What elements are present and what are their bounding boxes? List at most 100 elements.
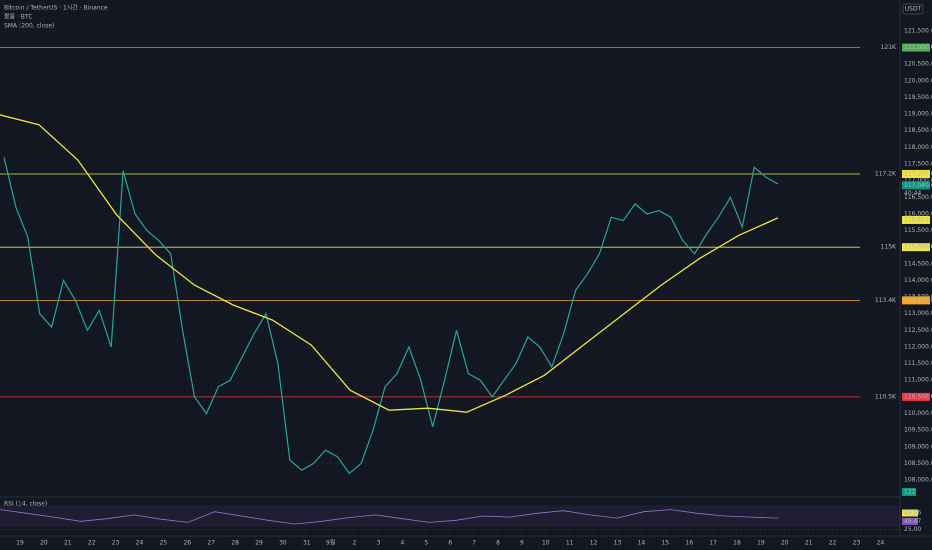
x-tick-label: 6 — [448, 540, 452, 547]
rsi-tag: 49.96 — [904, 510, 921, 517]
x-tick-label: 27 — [207, 540, 215, 547]
level-label: 117.2K — [875, 170, 897, 177]
x-tick-label: 9 — [520, 540, 524, 547]
level-label: 110.5K — [875, 393, 897, 400]
rsi-tag-bg — [902, 517, 918, 525]
price-tag: 115,817.72 — [904, 216, 932, 223]
x-tick-label: 31 — [303, 540, 311, 547]
series-line — [0, 509, 779, 525]
x-tick-label: 8 — [496, 540, 500, 547]
x-tick-label: 26 — [183, 540, 191, 547]
volume-label: 볼륨 · BTC — [4, 14, 32, 21]
level-label: 115K — [881, 244, 897, 251]
x-tick-label: 9월 — [326, 539, 335, 547]
x-tick-label: 4 — [400, 540, 404, 547]
x-tick-label: 23 — [112, 540, 120, 547]
level-tag: 117,200.00 — [904, 170, 932, 177]
rsi-band — [0, 505, 900, 527]
x-tick-label: 13 — [614, 540, 622, 547]
x-tick-label: 7 — [472, 540, 476, 547]
volume-tag: 122 — [904, 489, 916, 496]
y-tick-label: 108,000.00 — [904, 477, 932, 484]
rsi-tag: 45.47 — [904, 518, 921, 525]
x-tick-label: 20 — [781, 540, 789, 547]
y-tick-label: 121,500.00 — [904, 27, 932, 34]
price-tag-bg — [902, 215, 930, 224]
series-line — [3, 157, 779, 475]
price-tag-bg — [902, 181, 930, 190]
y-tick-label: 116,500.00 — [904, 194, 932, 201]
x-tick-label: 29 — [255, 540, 263, 547]
currency[interactable]: USDT — [905, 6, 922, 13]
y-tick-label: 118,000.00 — [904, 144, 932, 151]
x-tick-label: 2 — [353, 540, 357, 547]
x-tick-label: 22 — [829, 540, 837, 547]
y-tick-label: 113,000.00 — [904, 310, 932, 317]
y-tick-label: 112,500.00 — [904, 327, 932, 334]
level-tag-bg — [902, 43, 930, 52]
x-tick-label: 3 — [377, 540, 381, 547]
x-tick-label: 20 — [40, 540, 48, 547]
y-tick-label: 111,500.00 — [904, 360, 932, 367]
y-tick-label: 117,500.00 — [904, 161, 932, 168]
y-tick-label: 119,000.00 — [904, 111, 932, 118]
x-tick-label: 12 — [590, 540, 598, 547]
price-tag: 117,040.00 — [904, 182, 932, 189]
y-tick-label: 120,500.00 — [904, 61, 932, 68]
x-tick-label: 5 — [424, 540, 428, 547]
x-tick-label: 19 — [757, 540, 765, 547]
x-tick-label: 24 — [136, 540, 144, 547]
level-tag-bg — [902, 169, 930, 178]
series-line — [0, 114, 779, 413]
x-tick-label: 25 — [160, 540, 168, 547]
y-tick-label: 115,500.00 — [904, 227, 932, 234]
level-tag: 121,000.00 — [904, 44, 932, 51]
y-tick-label: 108,500.00 — [904, 460, 932, 467]
y-tick-label: 120,000.00 — [904, 77, 932, 84]
countdown: 40:44 — [904, 190, 921, 197]
x-tick-label: 17 — [709, 540, 717, 547]
x-tick-label: 11 — [566, 540, 574, 547]
x-tick-label: 14 — [638, 540, 646, 547]
rsi-tag-bg — [902, 509, 918, 517]
rsi-tick-label: 25.00 — [904, 526, 921, 533]
level-tag-bg — [902, 392, 930, 401]
level-tag-bg — [902, 296, 930, 305]
y-tick-label: 118,500.00 — [904, 127, 932, 134]
level-tag: 113,400.00 — [904, 297, 932, 304]
x-tick-label: 18 — [733, 540, 741, 547]
x-tick-label: 21 — [805, 540, 813, 547]
x-tick-label: 24 — [877, 540, 885, 547]
x-tick-label: 10 — [542, 540, 550, 547]
rsi-title: RSI (14, close) — [4, 501, 47, 508]
x-tick-label: 23 — [853, 540, 861, 547]
y-tick-label: 114,500.00 — [904, 260, 932, 267]
level-label: 121K — [881, 44, 897, 51]
y-tick-label: 109,500.00 — [904, 427, 932, 434]
level-tag: 115,000.00 — [904, 244, 932, 251]
y-tick-label: 109,000.00 — [904, 443, 932, 450]
level-tag: 110,500.00 — [904, 393, 932, 400]
y-tick-label: 114,000.00 — [904, 277, 932, 284]
y-tick-label: 117,000.00 — [904, 177, 932, 184]
indicator-label: SMA (200, close) — [4, 23, 54, 30]
x-tick-label: 19 — [16, 540, 24, 547]
x-tick-label: 16 — [685, 540, 693, 547]
y-tick-label: 110,000.00 — [904, 410, 932, 417]
x-tick-label: 30 — [279, 540, 287, 547]
y-tick-label: 111,000.00 — [904, 377, 932, 384]
x-tick-label: 28 — [231, 540, 239, 547]
volume-tag-bg — [902, 488, 916, 496]
level-tag-bg — [902, 243, 930, 252]
x-tick-label: 21 — [64, 540, 72, 547]
chart-title: Bitcoin / TetherUS · 1시간 · Binance — [4, 4, 108, 12]
level-label: 113.4K — [875, 297, 897, 304]
currency-box[interactable] — [902, 3, 924, 15]
x-tick-label: 15 — [661, 540, 669, 547]
y-tick-label: 119,500.00 — [904, 94, 932, 101]
x-tick-label: 22 — [88, 540, 96, 547]
y-tick-label: 112,000.00 — [904, 343, 932, 350]
y-tick-label: 116,000.00 — [904, 210, 932, 217]
